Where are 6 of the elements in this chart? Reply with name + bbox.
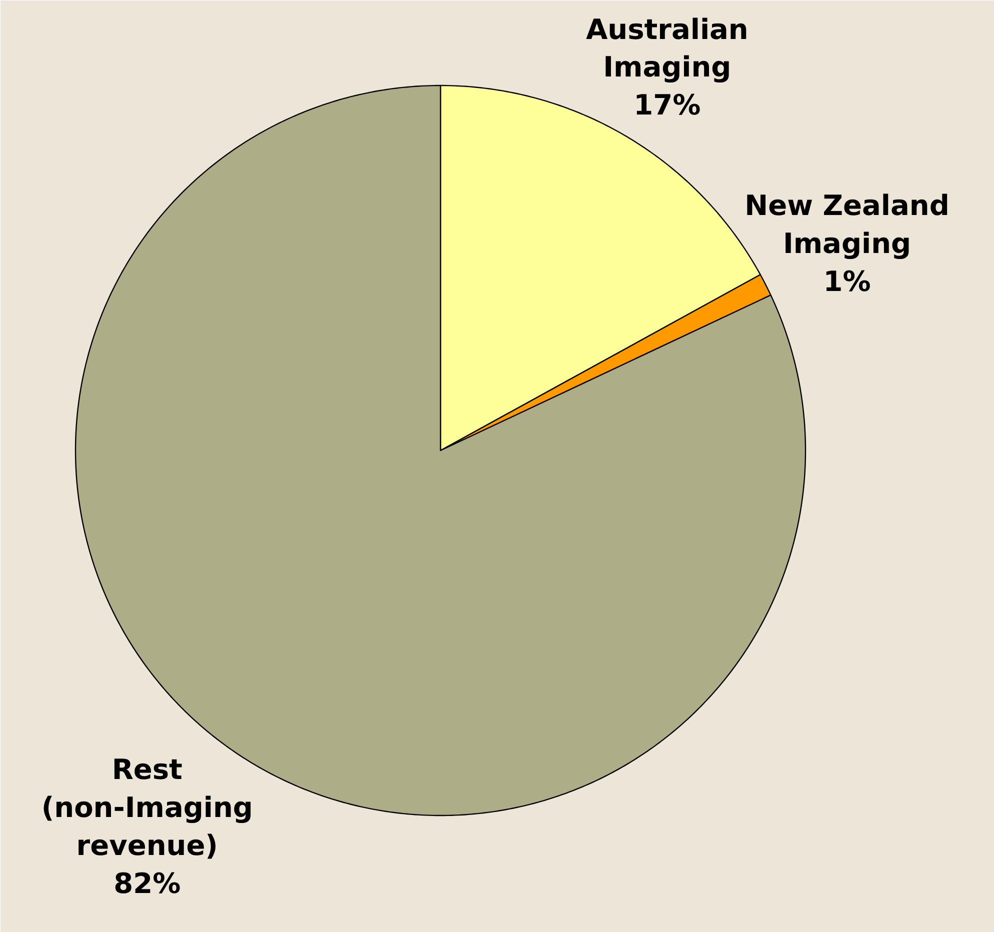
- data-label: 82%: [114, 866, 181, 900]
- slice-label: New Zealand Imaging: [744, 188, 950, 260]
- slice-label: Rest (non-Imaging revenue): [41, 753, 253, 862]
- data-label: 1%: [823, 264, 871, 298]
- slice-label: Australian Imaging: [586, 12, 748, 84]
- data-label: 17%: [634, 88, 701, 122]
